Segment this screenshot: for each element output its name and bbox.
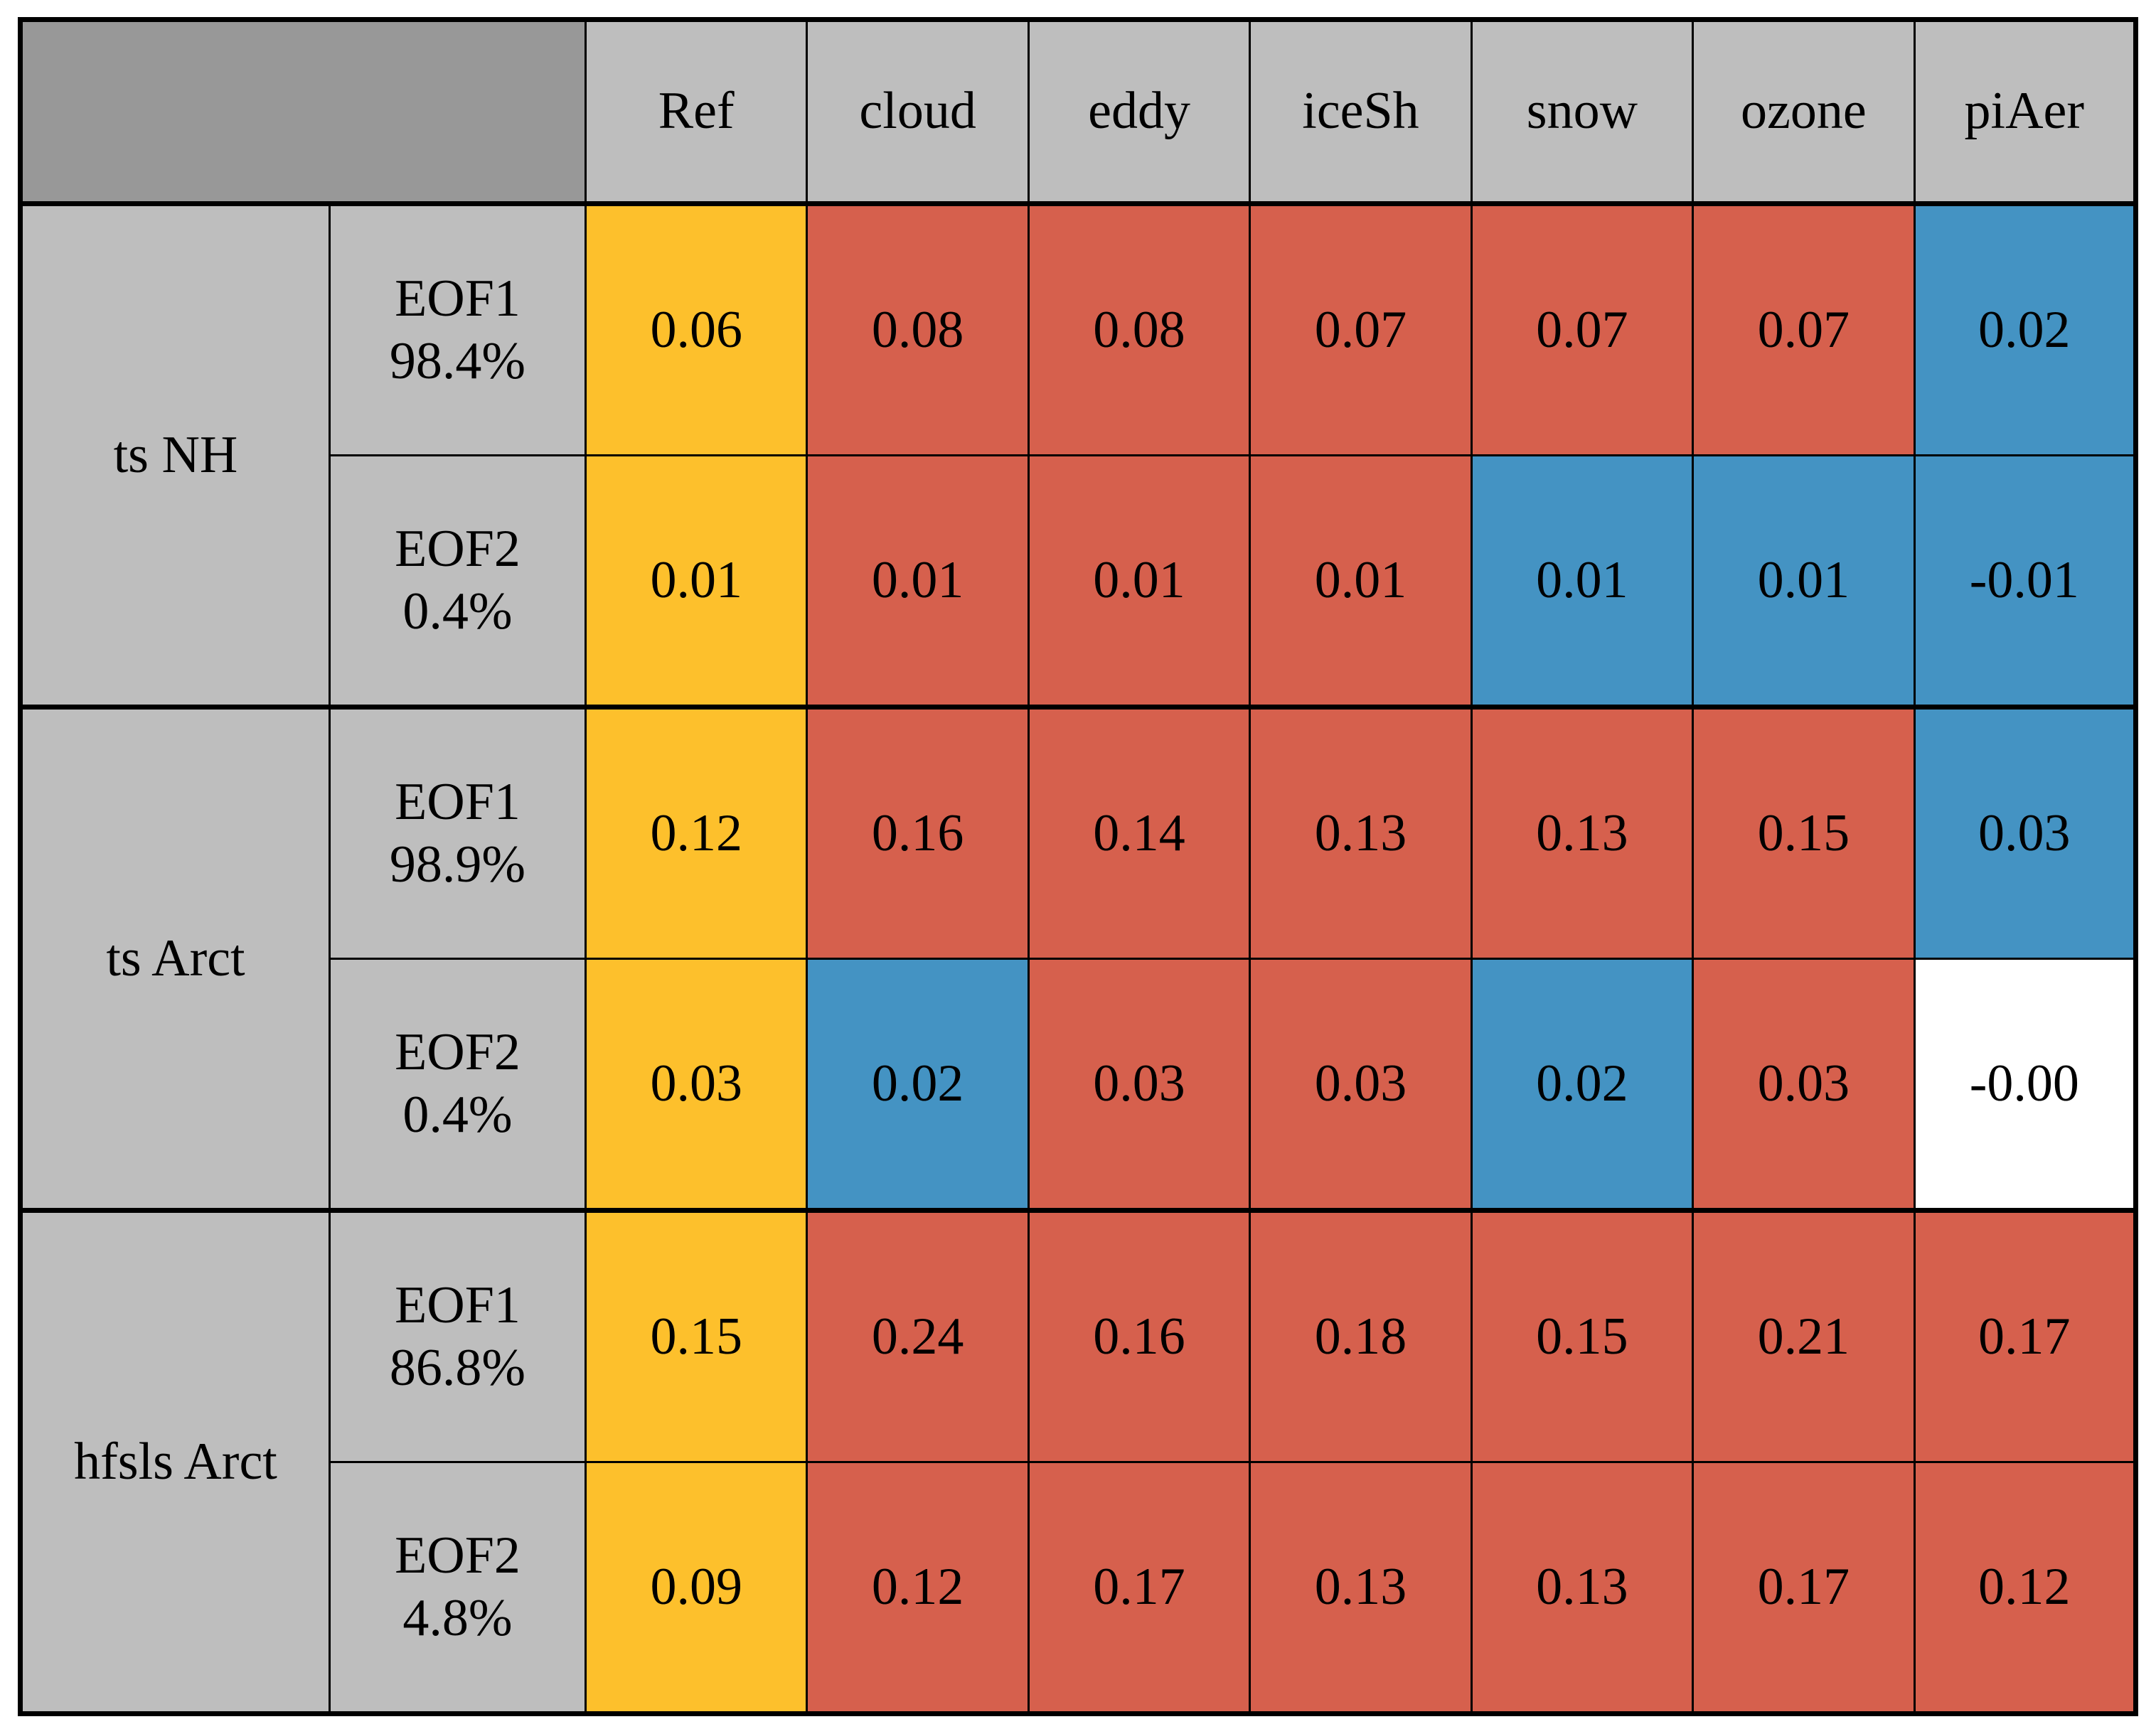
value-cell: 0.17 (1913, 1208, 2138, 1463)
table-row: EOF2 4.8% 0.09 0.12 0.17 0.13 0.13 0.17 … (21, 1461, 2138, 1715)
eof-variance: 0.4% (402, 1085, 513, 1144)
column-header-snow: snow (1470, 18, 1695, 206)
value-cell: -0.00 (1913, 958, 2138, 1211)
header-row: Ref cloud eddy iceSh snow ozone piAer (19, 18, 2138, 206)
eof-variance: 98.9% (389, 835, 526, 894)
value-cell: 0.17 (1027, 1461, 1252, 1715)
value-cell: 0.07 (1692, 201, 1916, 456)
value-cell: 0.01 (1249, 454, 1473, 708)
value-cell: 0.13 (1470, 705, 1695, 960)
row-group-label-ts-arct: ts Arct (19, 705, 331, 1211)
value-cell: 0.01 (806, 454, 1030, 708)
value-cell: 0.13 (1249, 705, 1473, 960)
column-header-eddy: eddy (1027, 18, 1252, 206)
value-cell: 0.12 (1913, 1461, 2138, 1715)
table-row: ts Arct EOF1 98.9% 0.12 0.16 0.14 0.13 0… (19, 705, 2138, 1211)
value-cell: 0.06 (584, 201, 808, 456)
eof-variance: 4.8% (402, 1588, 513, 1647)
value-cell: 0.21 (1692, 1208, 1916, 1463)
value-cell: 0.09 (584, 1461, 808, 1715)
eof-variance: 86.8% (389, 1338, 526, 1397)
value-cell: 0.18 (1249, 1208, 1473, 1463)
value-cell: 0.17 (1692, 1461, 1916, 1715)
value-cell: 0.24 (806, 1208, 1030, 1463)
value-cell: 0.08 (806, 201, 1030, 456)
table-row: hfsls Arct EOF1 86.8% 0.15 0.24 0.16 0.1… (19, 1208, 2138, 1715)
column-header-piaer: piAer (1913, 18, 2138, 206)
value-cell: -0.01 (1913, 454, 2138, 708)
row-group-label-hfsls-arct: hfsls Arct (19, 1208, 331, 1715)
eof-variance: 0.4% (402, 582, 513, 641)
value-cell: 0.03 (1249, 958, 1473, 1211)
value-cell: 0.15 (584, 1208, 808, 1463)
value-cell: 0.03 (584, 958, 808, 1211)
eof-label-cell: EOF1 86.8% (329, 1208, 587, 1463)
value-cell: 0.02 (806, 958, 1030, 1211)
value-cell: 0.03 (1913, 705, 2138, 960)
eof-variance: 98.4% (389, 331, 526, 390)
value-cell: 0.08 (1027, 201, 1252, 456)
value-cell: 0.07 (1249, 201, 1473, 456)
column-header-cloud: cloud (806, 18, 1030, 206)
value-cell: 0.13 (1470, 1461, 1695, 1715)
value-cell: 0.03 (1027, 958, 1252, 1211)
table-row: EOF2 0.4% 0.03 0.02 0.03 0.03 0.02 0.03 … (21, 958, 2138, 1211)
eof-name: EOF1 (395, 1276, 521, 1335)
eof-label-cell: EOF1 98.9% (329, 705, 587, 960)
value-cell: 0.01 (584, 454, 808, 708)
value-cell: 0.01 (1027, 454, 1252, 708)
column-header-icesh: iceSh (1249, 18, 1473, 206)
eof-name: EOF1 (395, 269, 521, 328)
value-cell: 0.15 (1692, 705, 1916, 960)
eof-name: EOF2 (395, 1526, 521, 1585)
table-row: ts NH EOF1 98.4% 0.06 0.08 0.08 0.07 0.0… (19, 201, 2138, 708)
value-cell: 0.02 (1913, 201, 2138, 456)
eof-name: EOF2 (395, 520, 521, 579)
value-cell: 0.02 (1470, 958, 1695, 1211)
eof-name: EOF1 (395, 773, 521, 832)
eof-name: EOF2 (395, 1023, 521, 1082)
value-cell: 0.01 (1470, 454, 1695, 708)
eof-label-cell: EOF2 4.8% (329, 1461, 587, 1715)
row-group-label-ts-nh: ts NH (19, 201, 331, 708)
value-cell: 0.15 (1470, 1208, 1695, 1463)
eof-label-cell: EOF1 98.4% (329, 201, 587, 456)
table-row: EOF2 0.4% 0.01 0.01 0.01 0.01 0.01 0.01 … (21, 454, 2138, 708)
value-cell: 0.13 (1249, 1461, 1473, 1715)
value-cell: 0.12 (806, 1461, 1030, 1715)
eof-label-cell: EOF2 0.4% (329, 958, 587, 1211)
value-cell: 0.07 (1470, 201, 1695, 456)
column-header-ref: Ref (584, 18, 808, 206)
corner-cell (19, 18, 587, 206)
value-cell: 0.16 (1027, 1208, 1252, 1463)
value-cell: 0.12 (584, 705, 808, 960)
eof-correlation-table: Ref cloud eddy iceSh snow ozone piAer ts… (18, 17, 2138, 1716)
value-cell: 0.03 (1692, 958, 1916, 1211)
value-cell: 0.01 (1692, 454, 1916, 708)
value-cell: 0.14 (1027, 705, 1252, 960)
eof-label-cell: EOF2 0.4% (329, 454, 587, 708)
value-cell: 0.16 (806, 705, 1030, 960)
column-header-ozone: ozone (1692, 18, 1916, 206)
